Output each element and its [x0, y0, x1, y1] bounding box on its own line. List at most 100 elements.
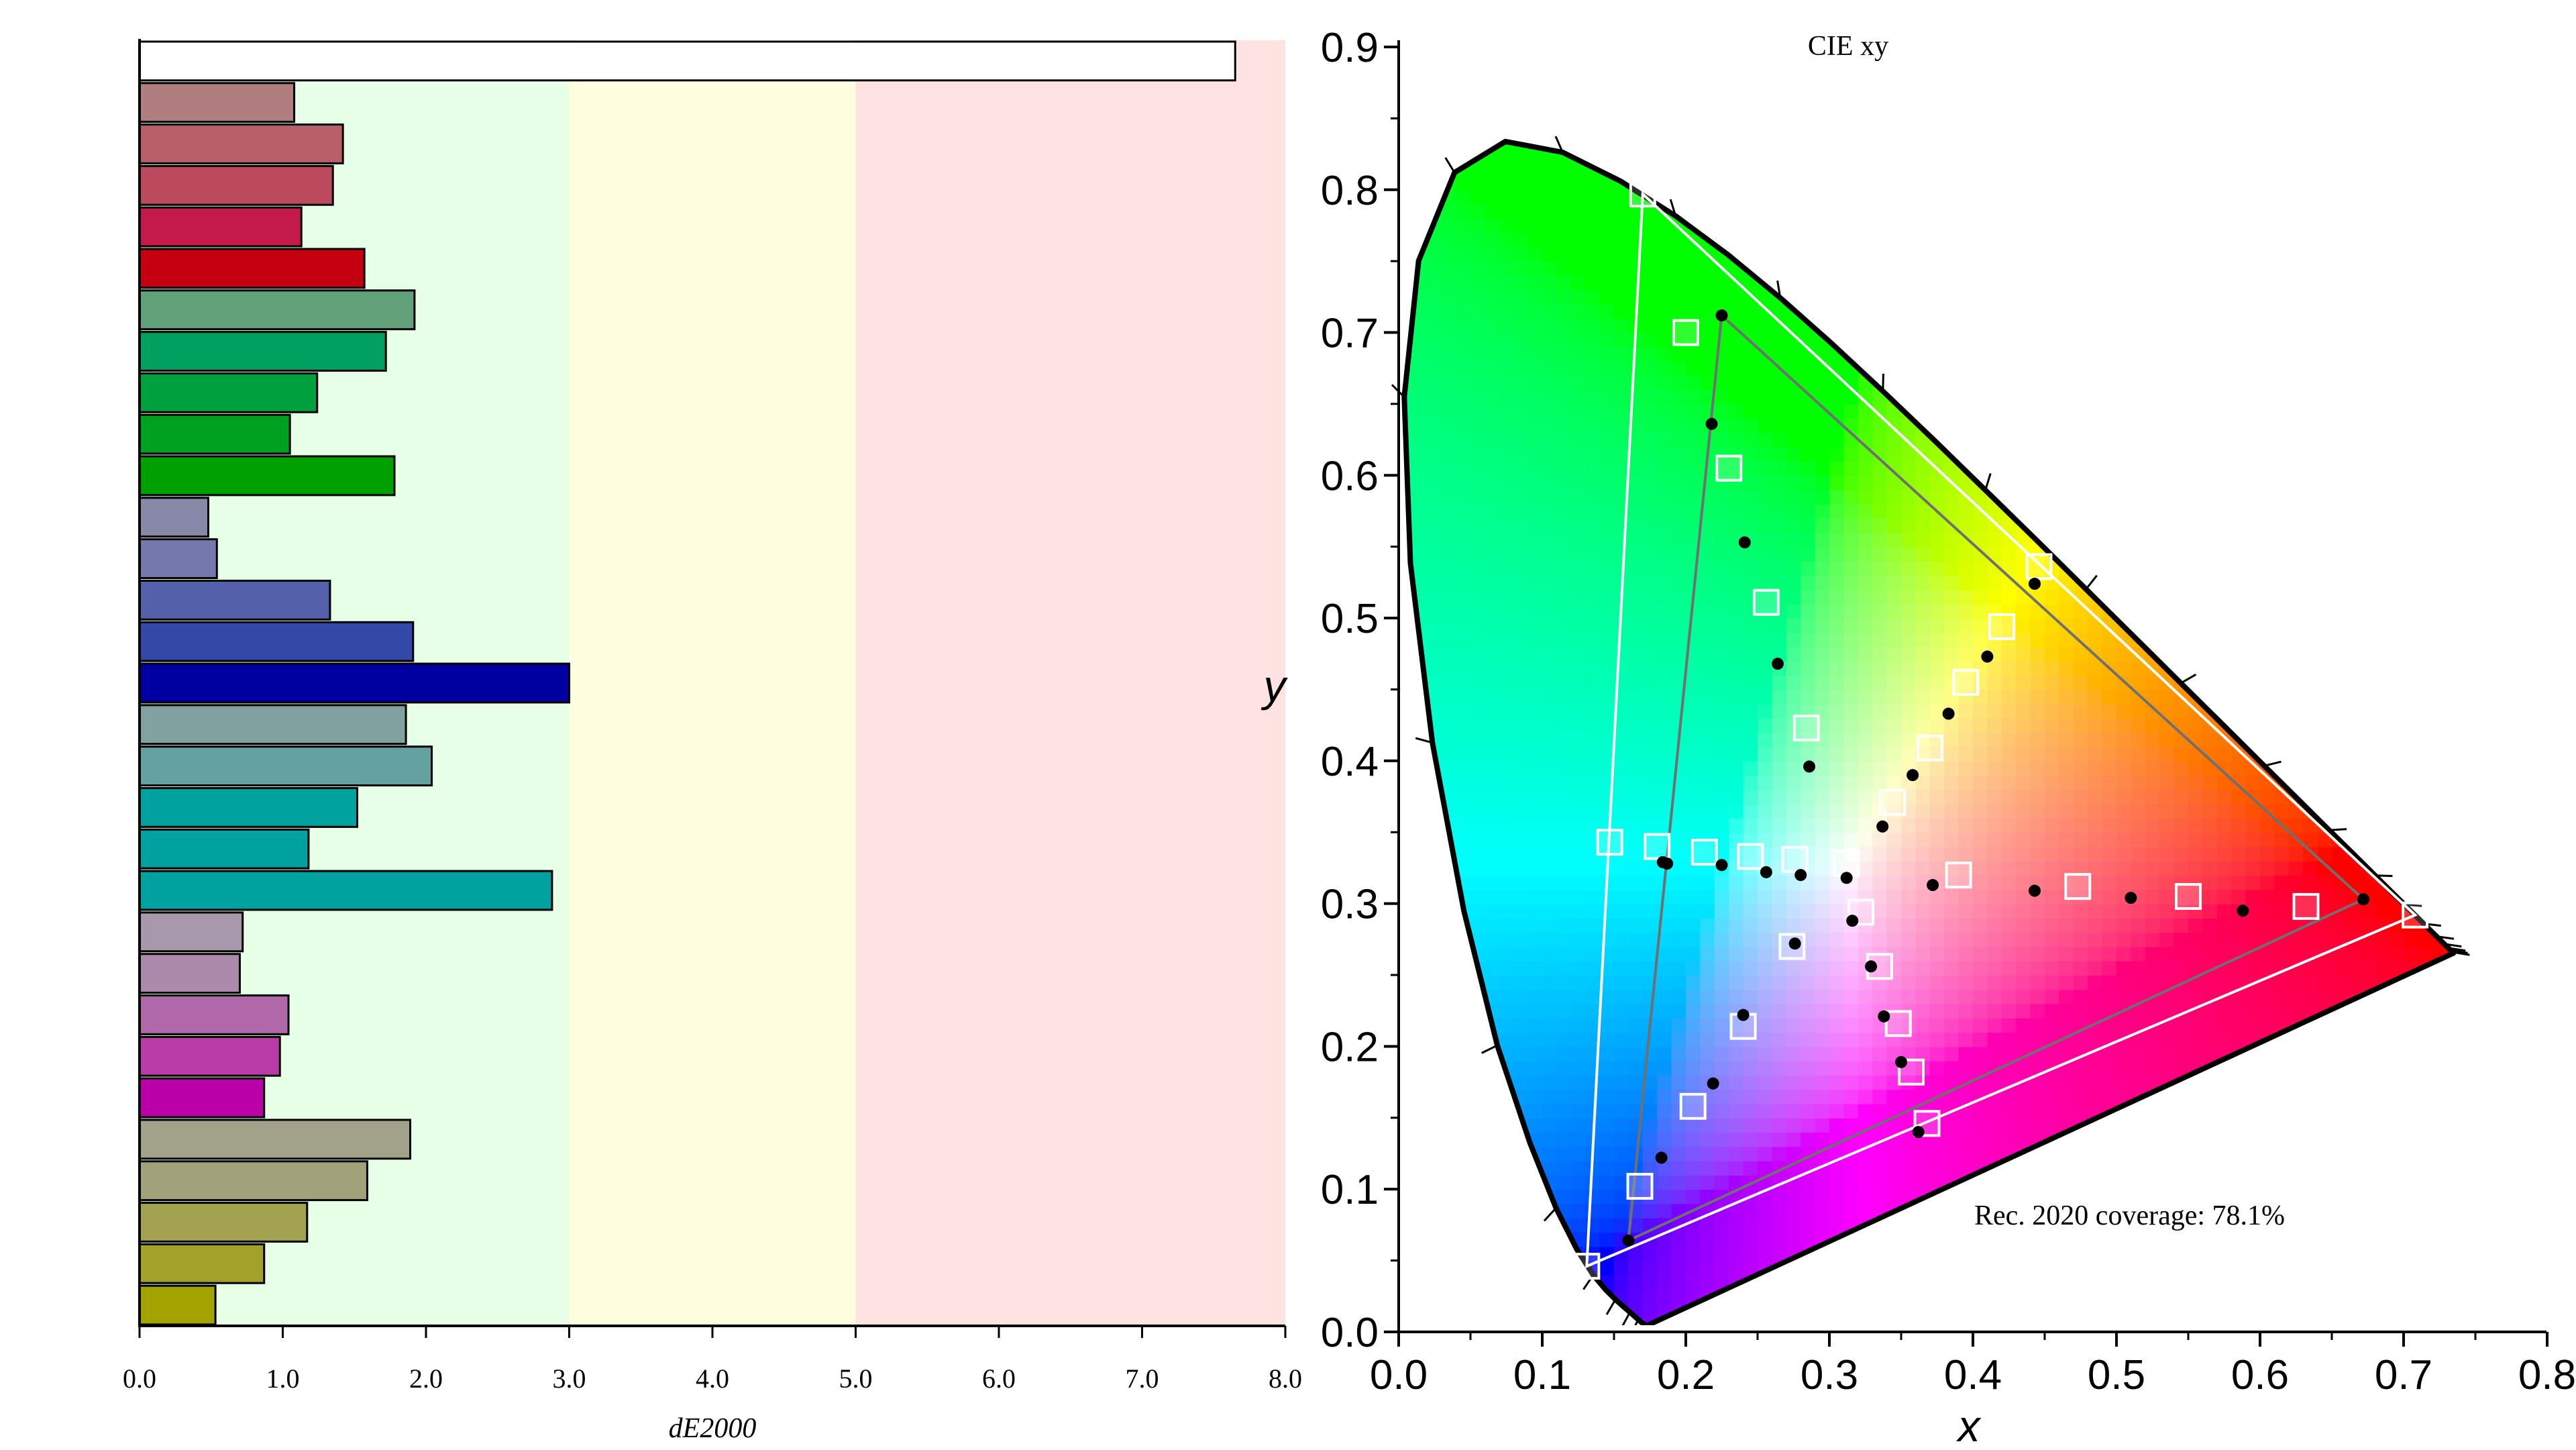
- locus-color-tile: [1686, 418, 1701, 433]
- locus-color-tile: [1628, 832, 1644, 847]
- locus-color-tile: [1944, 232, 1960, 248]
- locus-color-tile: [1929, 332, 1945, 348]
- locus-color-tile: [2216, 1174, 2233, 1190]
- locus-color-tile: [1570, 1075, 1587, 1090]
- locus-color-tile: [1872, 732, 1888, 747]
- locus-color-tile: [1499, 1289, 1515, 1304]
- locus-color-tile: [1886, 818, 1902, 833]
- locus-color-tile: [1872, 332, 1888, 348]
- locus-color-tile: [2131, 1003, 2146, 1019]
- locus-color-tile: [1628, 846, 1644, 862]
- locus-color-tile: [1758, 1046, 1773, 1061]
- locus-color-tile: [1513, 760, 1529, 776]
- locus-color-tile: [1686, 1046, 1701, 1061]
- locus-color-tile: [1944, 1203, 1960, 1219]
- locus-color-tile: [1987, 518, 2002, 533]
- locus-color-tile: [1714, 204, 1730, 219]
- locus-color-tile: [2159, 1060, 2175, 1076]
- locus-color-tile: [1714, 889, 1730, 904]
- locus-color-tile: [1470, 1189, 1486, 1204]
- locus-color-tile: [2145, 561, 2161, 576]
- locus-color-tile: [1786, 889, 1802, 904]
- locus-color-tile: [2088, 232, 2103, 248]
- locus-color-tile: [1958, 1260, 1974, 1276]
- locus-color-tile: [1628, 1132, 1644, 1147]
- locus-color-tile: [1758, 246, 1773, 262]
- locus-color-tile: [1772, 960, 1787, 976]
- locus-color-tile: [2088, 789, 2103, 805]
- locus-color-tile: [1815, 746, 1830, 762]
- locus-color-tile: [2174, 1303, 2189, 1318]
- locus-color-tile: [1556, 118, 1571, 133]
- locus-color-tile: [1657, 1017, 1672, 1033]
- locus-color-tile: [2073, 1075, 2089, 1090]
- locus-color-tile: [1973, 432, 1988, 448]
- locus-color-tile: [2102, 903, 2117, 919]
- locus-color-tile: [1470, 732, 1486, 747]
- locus-color-tile: [2159, 332, 2175, 348]
- bar: [138, 455, 396, 497]
- locus-color-tile: [1743, 461, 1758, 476]
- locus-color-tile: [1772, 518, 1787, 533]
- locus-color-tile: [1527, 903, 1543, 919]
- locus-color-tile: [1815, 603, 1830, 619]
- locus-color-tile: [1915, 689, 1931, 705]
- locus-color-tile: [1527, 818, 1543, 833]
- locus-color-tile: [2145, 375, 2161, 391]
- locus-color-tile: [1686, 1075, 1701, 1090]
- locus-color-tile: [2145, 346, 2161, 362]
- locus-color-tile: [2088, 946, 2103, 962]
- locus-color-tile: [1944, 561, 1960, 576]
- locus-color-tile: [1758, 1032, 1773, 1047]
- locus-color-tile: [2131, 646, 2146, 662]
- locus-color-tile: [1628, 917, 1644, 933]
- locus-color-tile: [1642, 1132, 1658, 1147]
- locus-color-tile: [1686, 903, 1701, 919]
- locus-color-tile: [2145, 689, 2161, 705]
- locus-color-tile: [1657, 1260, 1672, 1276]
- locus-color-tile: [1404, 1075, 1414, 1090]
- locus-color-tile: [1944, 1046, 1960, 1061]
- locus-color-tile: [1628, 632, 1644, 648]
- locus-color-tile: [2188, 318, 2204, 333]
- locus-color-tile: [1858, 1017, 1874, 1033]
- locus-color-tile: [1973, 1017, 1988, 1033]
- locus-color-tile: [1427, 646, 1443, 662]
- locus-color-tile: [1686, 1189, 1701, 1204]
- locus-color-tile: [1901, 917, 1917, 933]
- locus-color-tile: [1442, 775, 1457, 790]
- locus-color-tile: [1642, 889, 1658, 904]
- locus-color-tile: [1958, 1189, 1974, 1204]
- locus-color-tile: [1671, 361, 1686, 376]
- locus-color-tile: [1714, 518, 1730, 533]
- locus-color-tile: [2131, 1289, 2146, 1304]
- locus-color-tile: [1829, 1089, 1845, 1104]
- locus-color-tile: [2102, 732, 2117, 747]
- locus-color-tile: [1404, 632, 1414, 648]
- locus-color-tile: [1815, 846, 1830, 862]
- locus-color-tile: [1973, 446, 1988, 462]
- locus-color-tile: [2159, 1174, 2175, 1190]
- locus-color-tile: [1872, 189, 1888, 205]
- locus-color-tile: [1958, 141, 1974, 148]
- locus-color-tile: [2159, 975, 2175, 990]
- locus-color-tile: [2030, 746, 2045, 762]
- locus-color-tile: [2088, 875, 2103, 890]
- locus-color-tile: [1628, 589, 1644, 605]
- locus-color-tile: [1556, 1160, 1572, 1176]
- locus-color-tile: [1973, 246, 1988, 262]
- locus-color-tile: [1858, 832, 1874, 847]
- locus-color-tile: [1485, 960, 1500, 976]
- locus-color-tile: [1442, 1189, 1457, 1204]
- locus-color-tile: [1915, 832, 1931, 847]
- locus-color-tile: [1815, 832, 1830, 847]
- locus-color-tile: [1973, 1232, 1988, 1247]
- locus-color-tile: [1786, 561, 1802, 576]
- locus-color-tile: [1829, 603, 1845, 619]
- locus-color-tile: [1714, 1260, 1730, 1276]
- locus-color-tile: [2088, 989, 2103, 1004]
- locus-color-tile: [1413, 818, 1428, 833]
- locus-color-tile: [2059, 960, 2074, 976]
- locus-color-tile: [1527, 1046, 1543, 1061]
- locus-color-tile: [2102, 461, 2117, 476]
